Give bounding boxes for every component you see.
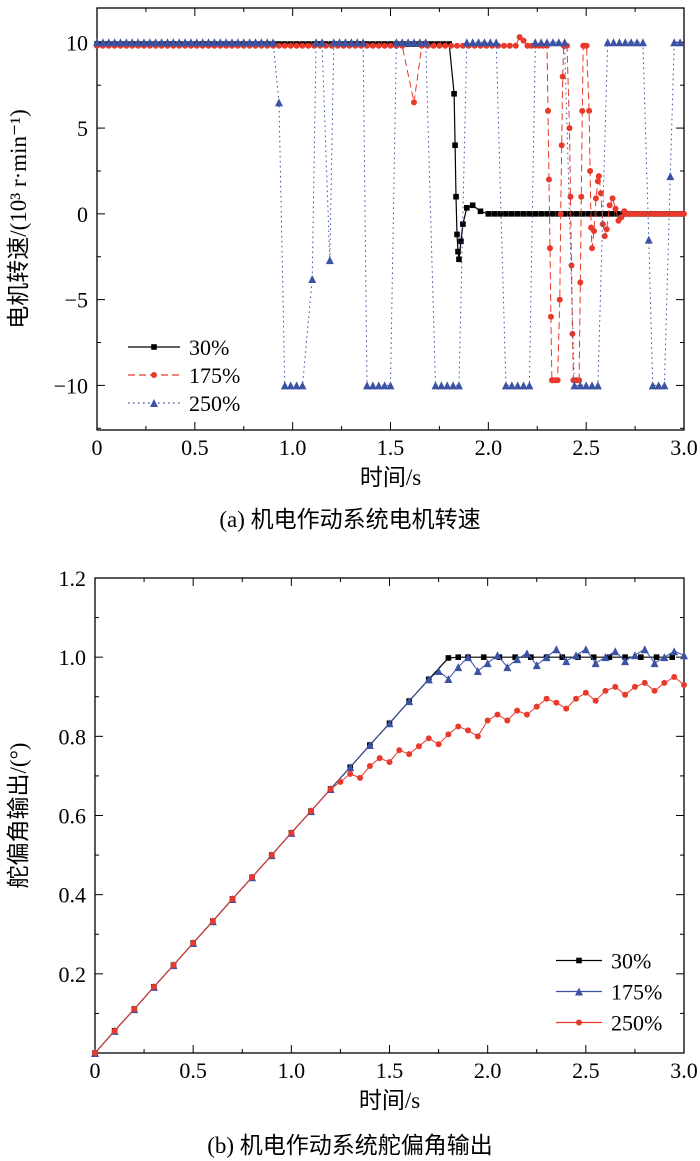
legend-label: 30% xyxy=(189,335,229,360)
y-tick-label: −5 xyxy=(65,288,88,313)
series-line xyxy=(94,648,685,1054)
chart-a-motor-speed: 0 0.5 1.0 1.5 2.0 2.5 3.0 −10 −5 0 5 10 时间/s 电机转速/(10… xyxy=(0,0,700,505)
y-tick-label: 0.6 xyxy=(59,804,87,829)
x-axis-label: 时间/s xyxy=(359,1088,420,1113)
y-tick-label: 10 xyxy=(66,30,88,55)
x-tick-label: 2.5 xyxy=(572,1058,600,1083)
axes: 0 0.5 1.0 1.5 2.0 2.5 3.0 0.2 0.4 0.6 0.8 1.0 1.2 xyxy=(59,566,698,1083)
y-axis-label: 电机转速/(10³ r·min⁻¹) xyxy=(6,109,31,329)
legend: 30% 175% 250% xyxy=(556,949,662,1036)
x-tick-label: 2.0 xyxy=(475,435,503,460)
caption-chart-a: (a) 机电作动系统电机转速 xyxy=(219,507,481,532)
series-30% xyxy=(94,41,685,263)
series-line xyxy=(97,36,684,381)
series-line xyxy=(94,676,685,1054)
axes: 0 0.5 1.0 1.5 2.0 2.5 3.0 −10 −5 0 5 10 xyxy=(54,7,698,460)
x-tick-label: 3.0 xyxy=(670,435,698,460)
series-250% xyxy=(92,673,687,1056)
chart-svg: 0 0.5 1.0 1.5 2.0 2.5 3.0 0.2 0.4 0.6 0.8 1.0 1.2 时间/… xyxy=(6,566,698,1113)
legend-label: 30% xyxy=(611,949,651,974)
chart-svg: 0 0.5 1.0 1.5 2.0 2.5 3.0 −10 −5 0 5 10 时间/s 电机转速/(10… xyxy=(6,7,698,490)
x-tick-label: 3.0 xyxy=(670,1058,698,1083)
x-tick-label: 1.0 xyxy=(279,435,307,460)
x-tick-label: 0 xyxy=(92,435,103,460)
series-175% xyxy=(94,34,687,384)
plot-box xyxy=(94,577,685,1054)
legend-label: 175% xyxy=(611,980,662,1005)
y-tick-label: 0 xyxy=(77,202,88,227)
x-tick-label: 1.5 xyxy=(376,1058,404,1083)
legend: 30% 175% 250% xyxy=(128,335,240,416)
y-tick-label: 0.4 xyxy=(59,883,87,908)
x-tick-label: 0.5 xyxy=(179,1058,207,1083)
plot-box xyxy=(96,7,685,431)
caption-chart-b: (b) 机电作动系统舵偏角输出 xyxy=(207,1133,493,1158)
y-tick-label: 0.8 xyxy=(59,724,87,749)
series-30% xyxy=(92,654,676,1056)
x-tick-label: 0.5 xyxy=(181,435,209,460)
x-axis-label: 时间/s xyxy=(360,465,421,490)
y-tick-label: 5 xyxy=(77,116,88,141)
legend-label: 250% xyxy=(189,391,240,416)
legend-label: 250% xyxy=(611,1011,662,1036)
y-tick-label: −10 xyxy=(54,373,88,398)
x-tick-label: 2.5 xyxy=(572,435,600,460)
series-line xyxy=(94,656,673,1054)
legend-label: 175% xyxy=(189,363,240,388)
y-tick-label: 1.0 xyxy=(59,645,87,670)
x-tick-label: 1.5 xyxy=(377,435,405,460)
x-tick-label: 0 xyxy=(90,1058,101,1083)
x-tick-label: 1.0 xyxy=(278,1058,306,1083)
y-tick-label: 0.2 xyxy=(59,962,87,987)
x-tick-label: 2.0 xyxy=(474,1058,502,1083)
series-line xyxy=(97,43,682,260)
series-250% xyxy=(93,38,685,390)
y-axis-label: 舵偏角输出/(°) xyxy=(6,743,31,889)
y-tick-label: 1.2 xyxy=(59,566,87,591)
series-175% xyxy=(91,645,688,1057)
chart-b-rudder-angle: 0 0.5 1.0 1.5 2.0 2.5 3.0 0.2 0.4 0.6 0.8 1.0 1.2 时间/… xyxy=(0,548,700,1131)
